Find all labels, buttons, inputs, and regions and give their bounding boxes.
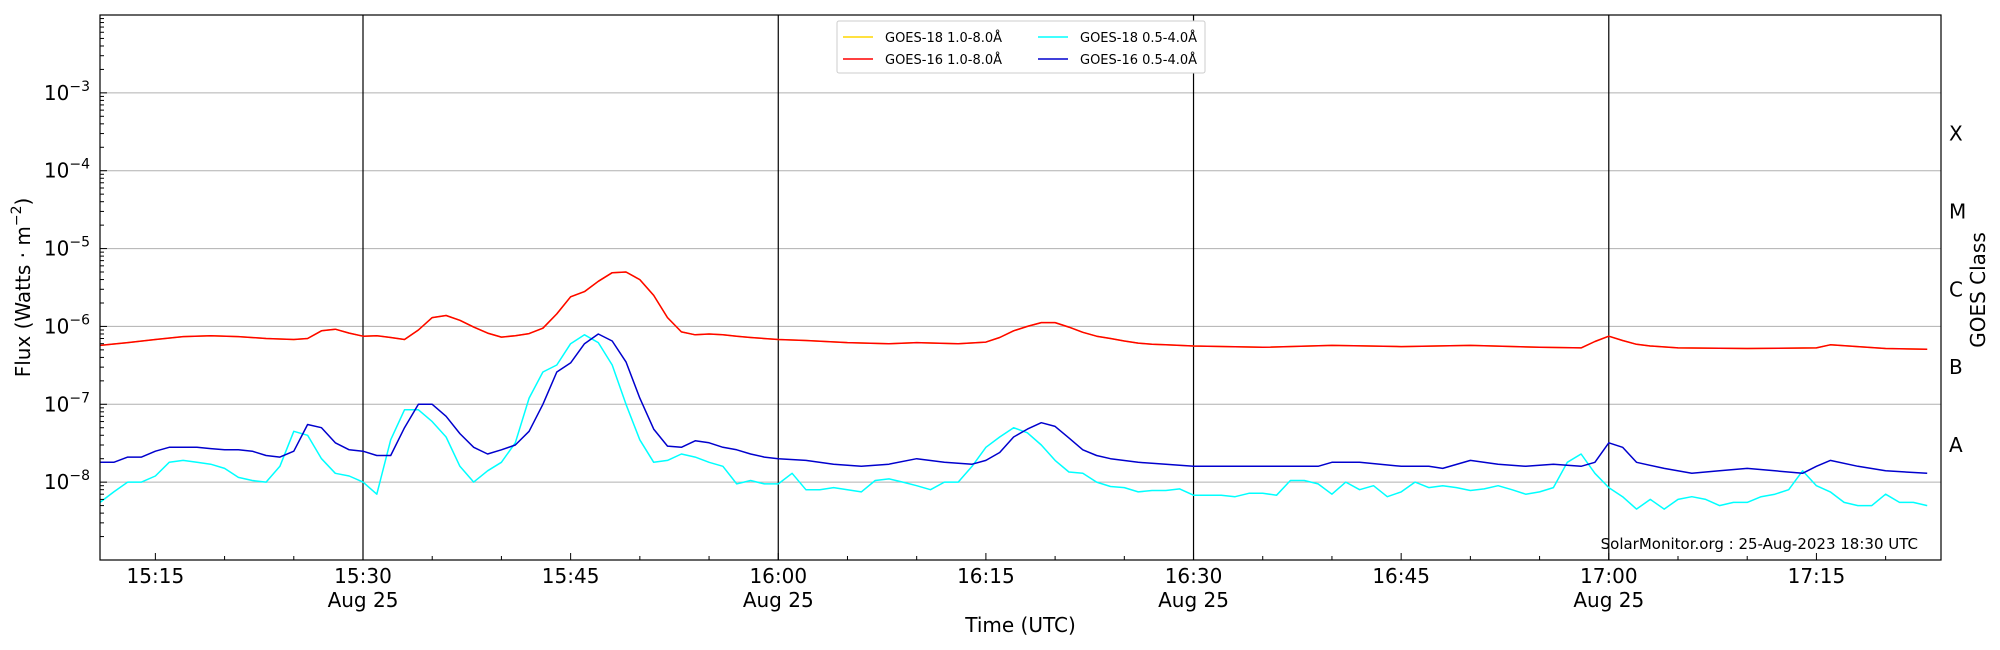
x-axis-title: Time (UTC)	[964, 613, 1076, 637]
x-tick-label: 16:00	[749, 564, 807, 588]
x-tick-label: 16:45	[1372, 564, 1430, 588]
goes-class-label: C	[1949, 277, 1963, 301]
x-tick-date-label: Aug 25	[1158, 588, 1229, 612]
x-tick-date-label: Aug 25	[1573, 588, 1644, 612]
y-axis-title: Flux (Watts · m−2)	[9, 198, 35, 378]
x-tick-label: 16:30	[1165, 564, 1223, 588]
legend-entry: GOES-16 0.5-4.0Å	[1080, 52, 1197, 68]
goes-class-label: A	[1949, 433, 1963, 457]
y-tick-labels: 10−8 10−7 10−6 10−5 10−4 10−3	[44, 79, 90, 494]
grid-lines	[100, 92, 1941, 483]
goes-class-label: X	[1949, 122, 1963, 146]
credit-text: SolarMonitor.org : 25-Aug-2023 18:30 UTC	[1601, 535, 1918, 553]
x-tick-label: 17:00	[1580, 564, 1638, 588]
legend-entry: GOES-16 1.0-8.0Å	[885, 52, 1002, 68]
day-boundary-lines	[362, 15, 1610, 560]
series-line-4	[100, 333, 1928, 475]
series-line-2	[99, 271, 1928, 350]
legend-box	[836, 20, 1206, 74]
y-tick-label: 10−3	[44, 79, 90, 105]
y-tick-label: 10−6	[44, 312, 90, 338]
series-line-3	[99, 334, 1928, 510]
x-tick-date-label: Aug 25	[743, 588, 814, 612]
series-lines	[99, 271, 1928, 510]
y-tick-label: 10−8	[44, 468, 90, 494]
y-tick-label: 10−5	[44, 235, 90, 261]
y-tick-label: 10−7	[44, 390, 90, 416]
x-tick-label: 17:15	[1788, 564, 1846, 588]
x-tick-label: 15:30	[334, 564, 392, 588]
right-axis-title: GOES Class	[1966, 232, 1990, 348]
legend: GOES-18 1.0-8.0Å GOES-18 0.5-4.0Å GOES-16 …	[836, 20, 1206, 74]
y-tick-label: 10−4	[44, 157, 90, 183]
x-tick-label: 15:15	[127, 564, 185, 588]
goes-class-label: M	[1949, 199, 1966, 223]
legend-entry: GOES-18 1.0-8.0Å	[885, 30, 1002, 46]
legend-entry: GOES-18 0.5-4.0Å	[1080, 30, 1197, 46]
x-tick-date-label: Aug 25	[328, 588, 399, 612]
x-tick-label: 16:15	[957, 564, 1015, 588]
x-tick-label: 15:45	[542, 564, 600, 588]
axis-ticks	[100, 18, 1887, 560]
goes-class-label: B	[1949, 355, 1963, 379]
goes-class-labels: A B C M X	[1949, 122, 1966, 457]
plot-frame	[99, 14, 1942, 561]
